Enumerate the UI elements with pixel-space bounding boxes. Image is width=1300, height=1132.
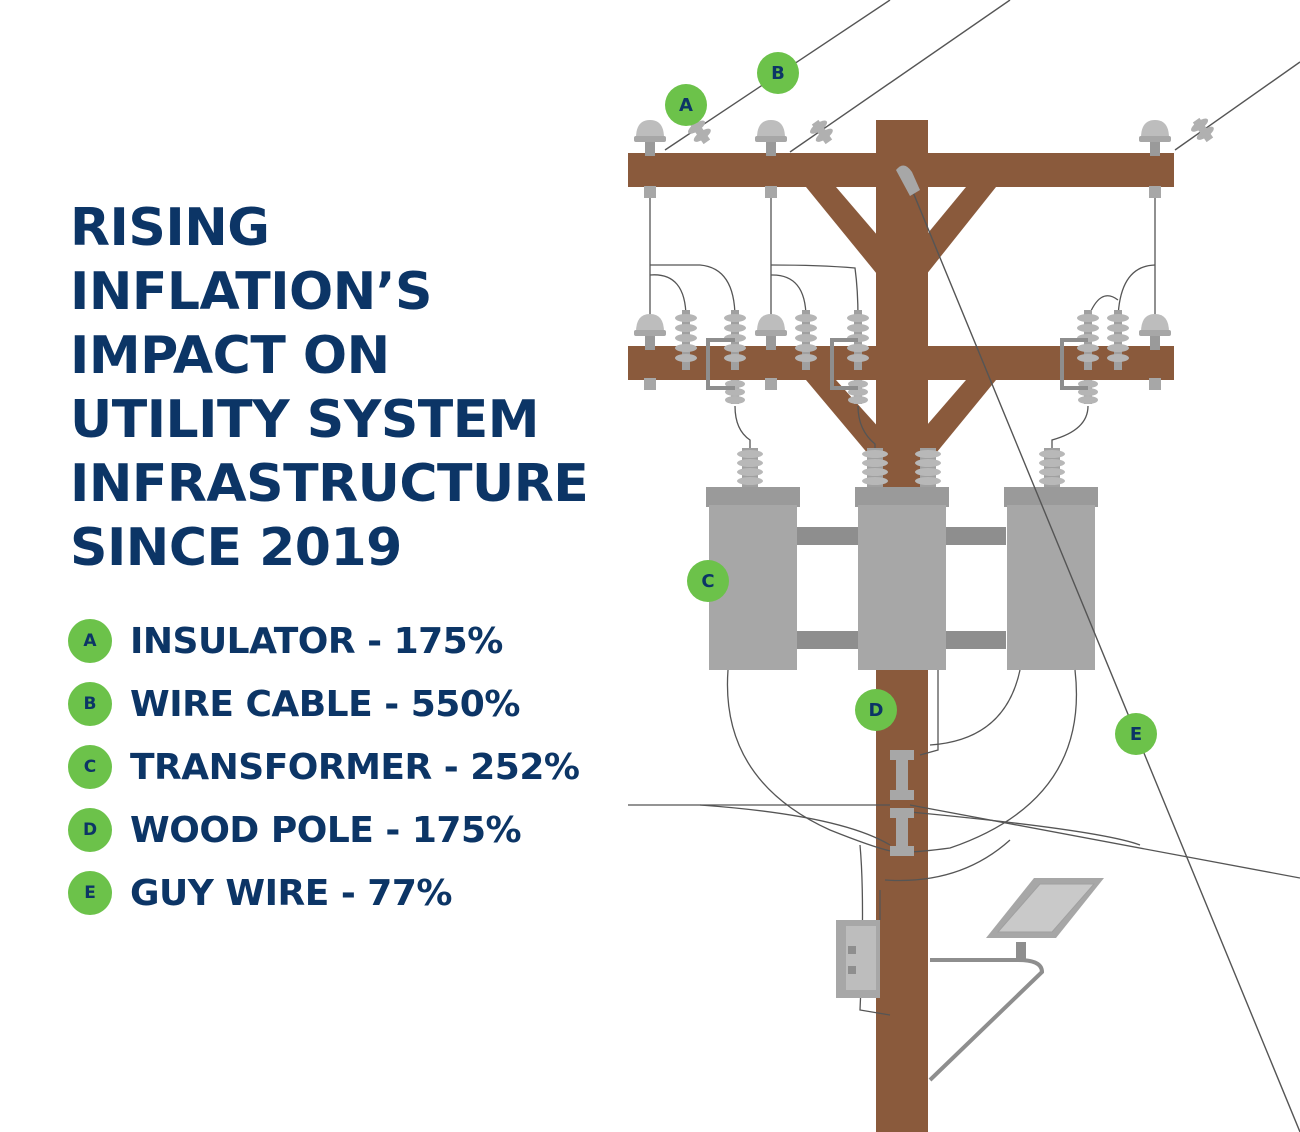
legend-badge: C bbox=[68, 745, 112, 789]
legend-label: GUY WIRE - 77% bbox=[130, 872, 452, 914]
meter-box bbox=[836, 920, 880, 998]
legend-item-wire-cable: B WIRE CABLE - 550% bbox=[68, 681, 520, 727]
title-line: RISING bbox=[70, 198, 270, 258]
marker-b-label: B bbox=[771, 63, 785, 84]
legend-badge: D bbox=[68, 808, 112, 852]
marker-d-label: D bbox=[869, 700, 884, 721]
title-line: INFLATION’S bbox=[70, 262, 432, 322]
service-wires bbox=[628, 669, 1300, 1016]
legend-label: TRANSFORMER - 252% bbox=[130, 746, 580, 788]
title-line: SINCE 2019 bbox=[70, 518, 402, 578]
page-title: RISING INFLATION’S IMPACT ON UTILITY SYS… bbox=[70, 196, 590, 580]
top-insulators bbox=[634, 120, 1171, 198]
legend-badge: A bbox=[68, 619, 112, 663]
solar-street-light bbox=[928, 878, 1104, 1082]
legend-badge: B bbox=[68, 682, 112, 726]
guy-wire bbox=[896, 165, 1300, 1132]
title-line: INFRASTRUCTURE bbox=[70, 454, 589, 514]
legend-item-transformer: C TRANSFORMER - 252% bbox=[68, 744, 580, 790]
legend-label: INSULATOR - 175% bbox=[130, 620, 503, 662]
marker-c-label: C bbox=[701, 571, 714, 592]
clamp-insulators bbox=[688, 117, 1214, 145]
transformers bbox=[706, 448, 1098, 670]
legend-item-insulator: A INSULATOR - 175% bbox=[68, 618, 503, 664]
legend-label: WIRE CABLE - 550% bbox=[130, 683, 520, 725]
legend-item-guy-wire: E GUY WIRE - 77% bbox=[68, 870, 452, 916]
marker-e: E bbox=[1115, 713, 1157, 755]
marker-c: C bbox=[687, 560, 729, 602]
title-line: IMPACT ON bbox=[70, 326, 390, 386]
marker-e-label: E bbox=[1130, 724, 1142, 745]
lower-insulators bbox=[634, 310, 1171, 404]
title-line: UTILITY SYSTEM bbox=[70, 390, 540, 450]
legend-item-wood-pole: D WOOD POLE - 175% bbox=[68, 807, 522, 853]
legend-badge: E bbox=[68, 871, 112, 915]
marker-d: D bbox=[855, 689, 897, 731]
marker-a-label: A bbox=[679, 95, 693, 116]
marker-a: A bbox=[665, 84, 707, 126]
transformer-leads bbox=[734, 405, 1089, 456]
marker-b: B bbox=[757, 52, 799, 94]
legend-label: WOOD POLE - 175% bbox=[130, 809, 522, 851]
pole-cutouts bbox=[890, 750, 914, 856]
